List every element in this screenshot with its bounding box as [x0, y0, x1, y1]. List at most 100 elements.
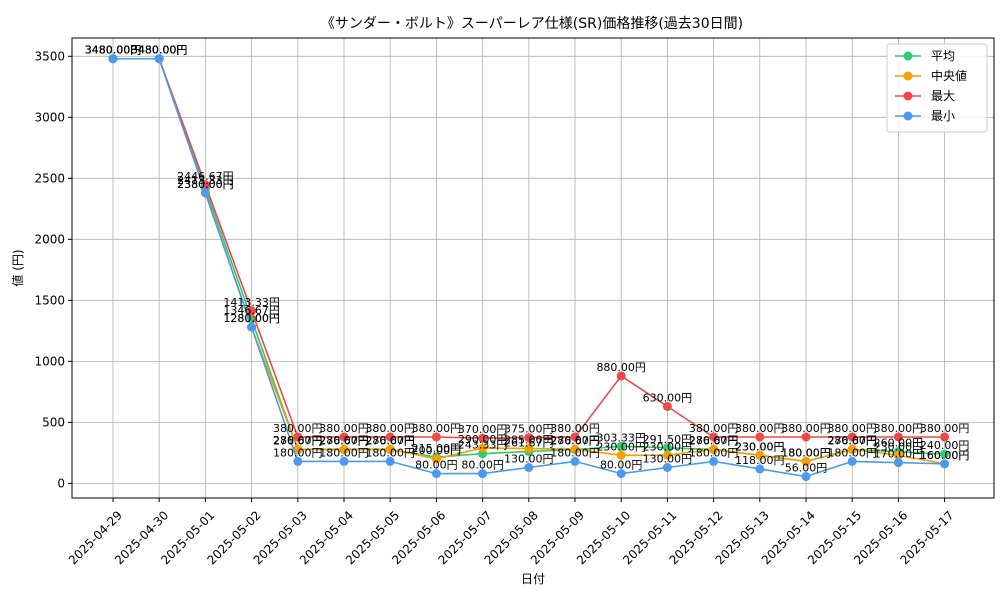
data-label: 180.00円	[319, 446, 369, 459]
data-label: 380.00円	[273, 422, 323, 435]
series-1-point	[524, 444, 534, 454]
legend-box	[886, 43, 988, 133]
y-tick-label: 500	[42, 415, 65, 429]
data-label: 243.33円	[458, 439, 508, 452]
series-2-point	[385, 432, 395, 442]
series-1-point	[293, 444, 303, 454]
data-label: 370.00円	[458, 423, 508, 436]
data-label: 276.67円	[689, 435, 739, 448]
series-1-point	[339, 444, 349, 454]
data-label: 380.00円	[319, 422, 369, 435]
data-label: 2380.00円	[177, 178, 234, 191]
data-label: 280.00円	[689, 434, 739, 447]
series-3-point	[755, 464, 765, 474]
series-layer	[108, 54, 950, 482]
series-1-point	[616, 450, 626, 460]
legend-entry-label: 平均	[931, 49, 955, 63]
legend-swatch-marker	[903, 111, 913, 121]
series-1-point	[801, 456, 811, 466]
data-label: 276.67円	[319, 435, 369, 448]
data-label: 261.67円	[504, 436, 554, 449]
data-label: 303.33円	[596, 431, 646, 444]
data-label: 180.00円	[781, 446, 831, 459]
y-tick-label: 1500	[34, 293, 65, 307]
data-label: 230.00円	[874, 440, 924, 453]
data-label: 180.00円	[365, 446, 415, 459]
data-label: 3480.00円	[85, 44, 142, 57]
series-3-point	[616, 469, 626, 479]
data-label: 56.00円	[785, 462, 828, 475]
data-label: 180.00円	[550, 446, 600, 459]
data-label: 880.00円	[596, 361, 646, 374]
series-2-point	[247, 306, 257, 316]
data-label: 2413.33円	[177, 174, 234, 187]
data-label: 260.00円	[874, 437, 924, 450]
data-label: 290.00円	[458, 433, 508, 446]
data-label: 291.50円	[643, 433, 693, 446]
series-1-point	[755, 450, 765, 460]
data-label: 380.00円	[689, 422, 739, 435]
series-3-point	[385, 456, 395, 466]
series-1-point	[431, 454, 441, 464]
series-2-point	[431, 432, 441, 442]
y-tick-label: 3500	[34, 49, 65, 63]
legend-entry-label: 中央値	[931, 68, 967, 83]
data-label: 1413.33円	[223, 296, 280, 309]
data-label: 170.00円	[874, 448, 924, 461]
data-label: 280.00円	[273, 434, 323, 447]
data-label: 3480.00円	[85, 44, 142, 57]
data-label: 1280.00円	[223, 312, 280, 325]
series-2-point	[847, 432, 857, 442]
data-label: 3480.00円	[131, 44, 188, 57]
series-1-point	[893, 450, 903, 460]
data-label: 160.00円	[920, 449, 970, 462]
legend-entry-label: 最大	[931, 89, 955, 103]
data-label: 276.67円	[550, 435, 600, 448]
y-tick-label: 2000	[34, 232, 65, 246]
series-2-point	[801, 432, 811, 442]
data-label: 180.00円	[827, 446, 877, 459]
series-2-point	[339, 432, 349, 442]
series-3-point	[940, 459, 950, 469]
data-label: 230.00円	[735, 440, 785, 453]
data-label: 180.00円	[781, 446, 831, 459]
data-label: 380.00円	[365, 422, 415, 435]
data-label: 380.00円	[827, 422, 877, 435]
data-label: 2446.67円	[177, 170, 234, 183]
data-label: 276.67円	[273, 435, 323, 448]
series-2-point	[570, 432, 580, 442]
series-3-point	[709, 456, 719, 466]
series-3-point	[293, 456, 303, 466]
data-label: 380.00円	[920, 422, 970, 435]
series-1-point	[478, 443, 488, 453]
series-3-point	[847, 456, 857, 466]
data-label: 3480.00円	[85, 44, 142, 57]
data-label: 3480.00円	[85, 44, 142, 57]
data-label: 280.00円	[365, 434, 415, 447]
data-label: 215.00円	[412, 442, 462, 455]
data-label: 2380.00円	[177, 178, 234, 191]
series-2-point	[662, 401, 672, 411]
series-2-point	[293, 432, 303, 442]
data-label: 280.00円	[319, 434, 369, 447]
data-label: 276.67円	[827, 435, 877, 448]
series-2-point	[709, 432, 719, 442]
series-3-point	[570, 456, 580, 466]
data-label: 80.00円	[415, 459, 458, 472]
data-label: 130.00円	[643, 452, 693, 465]
data-label: 630.00円	[643, 391, 693, 404]
legend-swatch-marker	[903, 91, 913, 101]
data-label: 130.00円	[504, 452, 554, 465]
series-2-point	[478, 433, 488, 443]
data-label: 3480.00円	[131, 44, 188, 57]
data-label: 80.00円	[461, 459, 504, 472]
series-0-point	[662, 443, 672, 453]
data-label: 80.00円	[600, 459, 643, 472]
series-3-point	[247, 322, 257, 332]
series-1-point	[709, 444, 719, 454]
y-tick-label: 2500	[34, 171, 65, 185]
series-1-point	[847, 444, 857, 454]
data-label: 230.00円	[596, 440, 646, 453]
